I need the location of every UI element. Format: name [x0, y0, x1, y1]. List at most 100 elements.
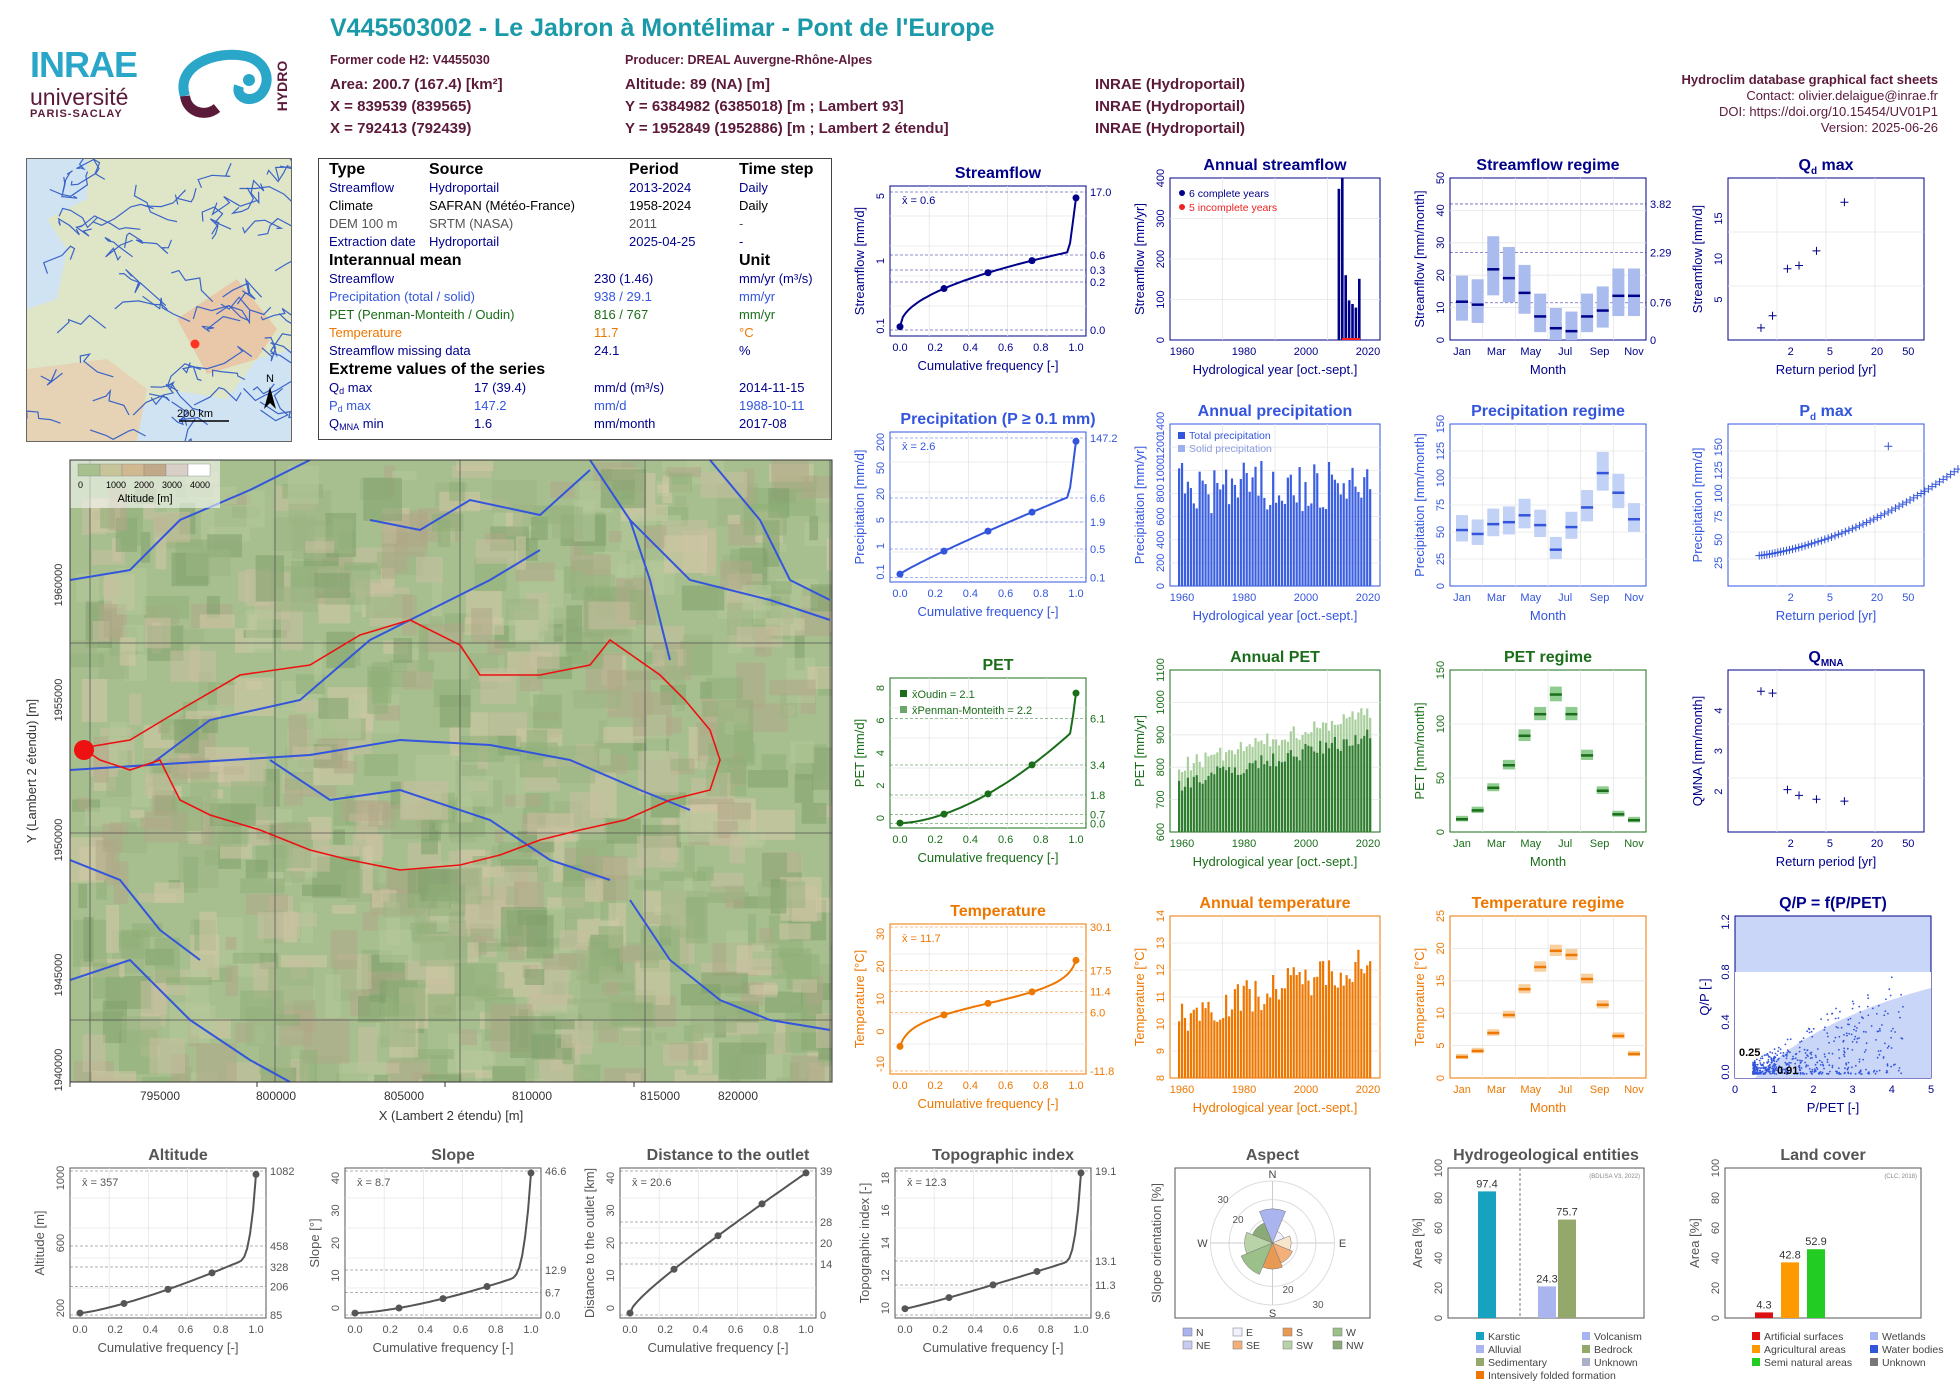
annual-bar [1266, 994, 1268, 1078]
qp-point [1840, 1073, 1842, 1075]
qp-point [1820, 1071, 1822, 1073]
y-tick-label: 100 [1710, 1159, 1722, 1177]
qp-point [1843, 1050, 1845, 1052]
annual-bar [1360, 739, 1362, 832]
x-tick-label: 0.2 [928, 834, 943, 846]
qp-point [1851, 1066, 1853, 1068]
y-axis-label-temperature_regime: Temperature [°C] [1412, 948, 1427, 1046]
annual-bar [1325, 985, 1327, 1078]
annual-bar [1196, 775, 1198, 832]
annual-bar [1319, 508, 1321, 586]
y-tick-label: 25 [1435, 553, 1447, 565]
qp-point [1852, 1049, 1854, 1051]
annual-bar [1304, 482, 1306, 586]
annual-bar [1181, 1004, 1183, 1078]
chart-title-aspect: Aspect [1246, 1147, 1300, 1164]
x-tick-label: 50 [1902, 346, 1914, 358]
qp-point [1854, 1038, 1856, 1040]
qp-point [1754, 1062, 1756, 1064]
y-tick-label: 700 [1155, 790, 1167, 808]
annual-bar [1366, 469, 1368, 586]
y-axis-label-slope: Slope [°] [307, 1218, 322, 1267]
qp-point [1879, 1028, 1881, 1030]
qp-point [1806, 1050, 1808, 1052]
annual-bar [1275, 503, 1277, 586]
x-axis-label-precipitation: Cumulative frequency [-] [918, 604, 1059, 619]
x-axis-label-pet_regime: Month [1530, 854, 1566, 869]
y-tick-label: 40 [1435, 204, 1447, 216]
qp-point [1894, 1064, 1896, 1066]
quantile-point [941, 548, 948, 555]
x-axis-label-annual_pet: Hydrological year [oct.-sept.] [1193, 854, 1358, 869]
qp-point [1887, 1013, 1889, 1015]
qp-point [1887, 1065, 1889, 1067]
annual-bar [1284, 762, 1286, 832]
qp-point [1855, 1065, 1857, 1067]
quantile-point [1034, 1268, 1041, 1275]
qp-point [1898, 1070, 1900, 1072]
category-bar-label: 52.9 [1805, 1236, 1826, 1248]
qp-point [1852, 1001, 1854, 1003]
annual-bar [1287, 753, 1289, 832]
annual-bar [1363, 477, 1365, 586]
aspect-legend-entry: W [1346, 1327, 1356, 1339]
annual-bar [1249, 492, 1251, 586]
qp-point [1773, 1060, 1775, 1062]
qp-point [1879, 1030, 1881, 1032]
annual-streamflow-bar [1351, 304, 1354, 340]
y-axis-label-annual_streamflow: Streamflow [mm/yr] [1132, 203, 1147, 315]
qp-point [1817, 1048, 1819, 1050]
quantile-point [985, 790, 992, 797]
qp-point [1852, 1041, 1854, 1043]
qp-point [1835, 1026, 1837, 1028]
source-note-hydrogeology: (BDLISA V3, 2022) [1589, 1174, 1640, 1180]
qp-point [1839, 1036, 1841, 1038]
annual-bar [1204, 780, 1206, 832]
annual-bar [1272, 754, 1274, 832]
y-axis-label-streamflow: Streamflow [mm/d] [852, 207, 867, 315]
annual-bar [1231, 478, 1233, 586]
y-tick-label: 75 [1713, 510, 1725, 522]
annual-bar [1316, 473, 1318, 586]
y-tick-label: 50 [1713, 534, 1725, 546]
annual-bar [1240, 775, 1242, 832]
y-tick-label: 6 [875, 717, 887, 723]
y-tick-label: 0 [875, 1028, 887, 1034]
annual-bar [1343, 986, 1345, 1078]
right-value-label: 1.8 [1090, 790, 1105, 802]
quantile-point [440, 1295, 447, 1302]
x-tick-label: 2020 [1356, 838, 1380, 850]
x-axis-label-streamflow_regime: Month [1530, 362, 1566, 377]
y-tick-label: 10 [330, 1269, 342, 1281]
annual-bar [1254, 761, 1256, 832]
qp-point [1768, 1071, 1770, 1073]
annual-bar [1369, 961, 1371, 1078]
annual-bar [1334, 737, 1336, 832]
qp-point [1815, 1064, 1817, 1066]
qp-point [1855, 1073, 1857, 1075]
qp-point [1776, 1054, 1778, 1056]
qp-point [1854, 1036, 1856, 1038]
qp-point [1892, 1028, 1894, 1030]
annual-bar [1210, 1012, 1212, 1078]
landcover-legend-entry: Wetlands [1882, 1331, 1926, 1343]
y-axis-label-annual_pet: PET [mm/yr] [1132, 715, 1147, 787]
x-tick-label: May [1520, 838, 1541, 850]
landcover-legend-entry: Semi natural areas [1764, 1357, 1852, 1369]
qp-point [1804, 1062, 1806, 1064]
qp-point [1828, 1042, 1830, 1044]
y-tick-label: 400 [1155, 169, 1167, 187]
qp-point [1871, 1025, 1873, 1027]
annual-bar [1199, 782, 1201, 832]
y-tick-label: 100 [1713, 484, 1725, 502]
qp-point [1763, 1066, 1765, 1068]
quantile-point [396, 1304, 403, 1311]
y-tick-label: 40 [1710, 1252, 1722, 1264]
qp-point [1756, 1073, 1758, 1075]
qp-point [1752, 1063, 1754, 1065]
qp-point [1867, 1072, 1869, 1074]
qp-annotation: 0.91 [1777, 1065, 1798, 1077]
y-tick-label: 30 [875, 928, 887, 940]
qp-point [1884, 1010, 1886, 1012]
qp-point [1867, 1014, 1869, 1016]
